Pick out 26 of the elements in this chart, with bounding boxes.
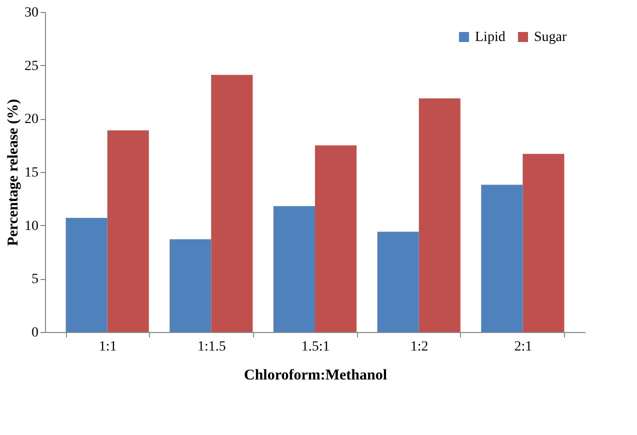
legend-label: Sugar	[534, 30, 567, 45]
bar	[418, 98, 460, 332]
y-tick-label: 0	[32, 326, 38, 340]
bar	[66, 218, 108, 332]
x-tick-label: 1:1.5	[197, 340, 226, 354]
bar	[377, 232, 419, 332]
y-tick-label: 10	[24, 218, 38, 234]
bar	[273, 206, 315, 332]
bar	[211, 74, 253, 332]
bar	[170, 239, 212, 332]
y-tick-label: 5	[32, 272, 38, 288]
y-axis-title: Percentage release (%)	[6, 99, 22, 246]
bar	[481, 184, 523, 332]
x-axis-title: Chloroform:Methanol	[244, 368, 388, 384]
y-tick-label: 25	[24, 58, 38, 74]
x-tick-label: 1.5:1	[301, 340, 330, 354]
y-tick-label: 30	[24, 6, 38, 20]
legend-label: Lipid	[475, 30, 506, 45]
x-tick-label: 1:2	[410, 340, 428, 354]
y-tick-label: 15	[24, 166, 38, 180]
x-tick-label: 2:1	[514, 340, 532, 354]
bar	[315, 145, 357, 332]
y-tick-label: 20	[24, 112, 38, 128]
bar	[522, 154, 564, 332]
bar	[107, 130, 149, 332]
x-tick-label: 1:1	[98, 340, 117, 354]
